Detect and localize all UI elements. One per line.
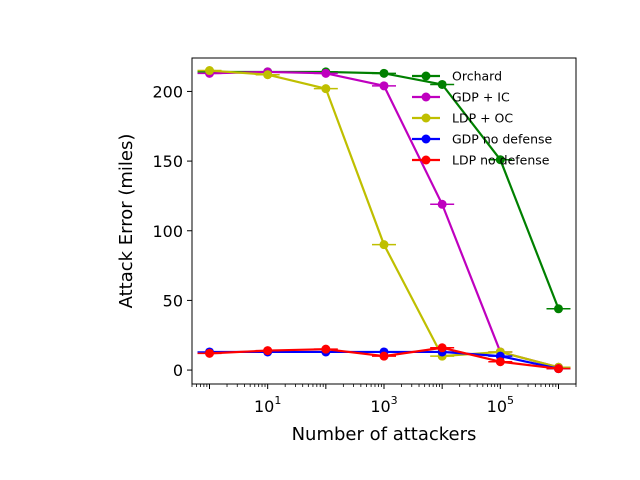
legend-label-ldp-no-defense: LDP no defense xyxy=(452,153,550,168)
legend-marker-orchard xyxy=(421,71,431,81)
data-point-orchard xyxy=(553,304,563,314)
data-point-ldp-oc xyxy=(321,84,331,94)
plot-marks xyxy=(197,66,571,374)
legend-marker-gdp-ic xyxy=(421,92,431,102)
data-point-orchard xyxy=(379,68,389,78)
legend: Orchard GDP + IC LDP + OC GDP no defense LDP… xyxy=(412,69,553,168)
data-point-ldp-no-defense xyxy=(553,364,563,374)
y-axis-label: Attack Error (miles) xyxy=(116,134,137,309)
y-tick-label: 200 xyxy=(152,82,183,101)
legend-marker-ldp-no-defense xyxy=(421,155,431,165)
data-point-ldp-no-defense xyxy=(263,346,273,356)
legend-label-gdp-ic: GDP + IC xyxy=(452,90,510,105)
x-tick-label: 103 xyxy=(370,394,397,416)
x-tick-label: 105 xyxy=(487,394,514,416)
x-axis-label: Number of attackers xyxy=(292,424,477,445)
data-point-ldp-oc xyxy=(205,66,215,76)
y-tick-label: 0 xyxy=(173,361,183,380)
legend-label-gdp-no-defense: GDP no defense xyxy=(452,132,553,147)
data-point-gdp-ic xyxy=(321,68,331,78)
data-point-orchard xyxy=(495,155,505,165)
legend-label-ldp-oc: LDP + OC xyxy=(452,111,513,126)
data-point-ldp-no-defense xyxy=(205,348,215,358)
data-point-ldp-no-defense xyxy=(437,343,447,353)
x-tick-label: 101 xyxy=(254,394,281,416)
data-point-ldp-no-defense xyxy=(495,357,505,367)
plot-frame xyxy=(191,57,577,385)
legend-label-orchard: Orchard xyxy=(452,69,502,84)
y-tick-label: 100 xyxy=(152,222,183,241)
y-tick-label: 50 xyxy=(163,291,183,310)
legend-marker-gdp-no-defense xyxy=(421,134,431,144)
x-axis: 101 103 105 xyxy=(191,384,577,416)
legend-marker-ldp-oc xyxy=(421,113,431,123)
data-point-orchard xyxy=(437,79,447,89)
y-tick-label: 150 xyxy=(152,152,183,171)
data-point-gdp-ic xyxy=(437,199,447,209)
data-point-ldp-oc xyxy=(379,240,389,250)
series-line-orchard xyxy=(209,70,560,310)
data-point-ldp-oc xyxy=(263,70,273,80)
data-point-ldp-no-defense xyxy=(379,351,389,361)
data-point-gdp-ic xyxy=(379,81,389,91)
data-point-ldp-no-defense xyxy=(321,344,331,354)
y-axis: 0 50 100 150 200 xyxy=(152,82,192,380)
